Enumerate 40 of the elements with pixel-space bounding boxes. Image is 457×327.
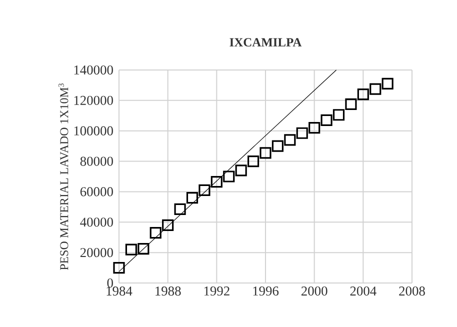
point (186, 192, 198, 204)
y-tick-label: 60000 (80, 187, 113, 196)
x-tick-label: 2000 (301, 286, 328, 296)
point (210, 176, 222, 188)
point (113, 262, 125, 274)
point (320, 114, 332, 126)
point (332, 109, 345, 121)
y-tick-label: 100000 (74, 126, 113, 136)
point (382, 78, 394, 90)
point (235, 164, 247, 176)
x-tick-label: 1992 (204, 286, 230, 296)
point (370, 83, 382, 95)
point (150, 226, 162, 239)
point (345, 98, 357, 110)
x-tick-label: 2004 (350, 286, 376, 296)
point (223, 170, 235, 182)
y-axis-title: PESO MATERIAL LAVADO 1X10M$^{3}$ (58, 83, 68, 270)
x-tick-label: 1984 (106, 286, 132, 296)
x-tick-label: 1988 (156, 286, 181, 296)
point (138, 242, 150, 255)
point (247, 155, 260, 168)
point (198, 184, 210, 196)
point (284, 134, 296, 146)
point (125, 244, 138, 256)
y-tick-label: 20000 (80, 248, 113, 258)
point (296, 127, 308, 139)
chart-title: IXCAMILPA (230, 38, 302, 47)
point (357, 88, 369, 100)
point (308, 122, 320, 134)
point (174, 203, 186, 216)
x-tick-label: 2008 (399, 286, 425, 296)
point (272, 140, 284, 152)
y-tick-label: 80000 (80, 156, 113, 166)
x-tick-label: 1996 (253, 286, 279, 296)
point (162, 219, 174, 231)
y-tick-label: 120000 (74, 96, 113, 105)
point (260, 147, 272, 159)
y-tick-label: 0 (107, 278, 113, 288)
y-tick-label: 140000 (74, 65, 113, 75)
y-tick-label: 40000 (80, 218, 113, 227)
